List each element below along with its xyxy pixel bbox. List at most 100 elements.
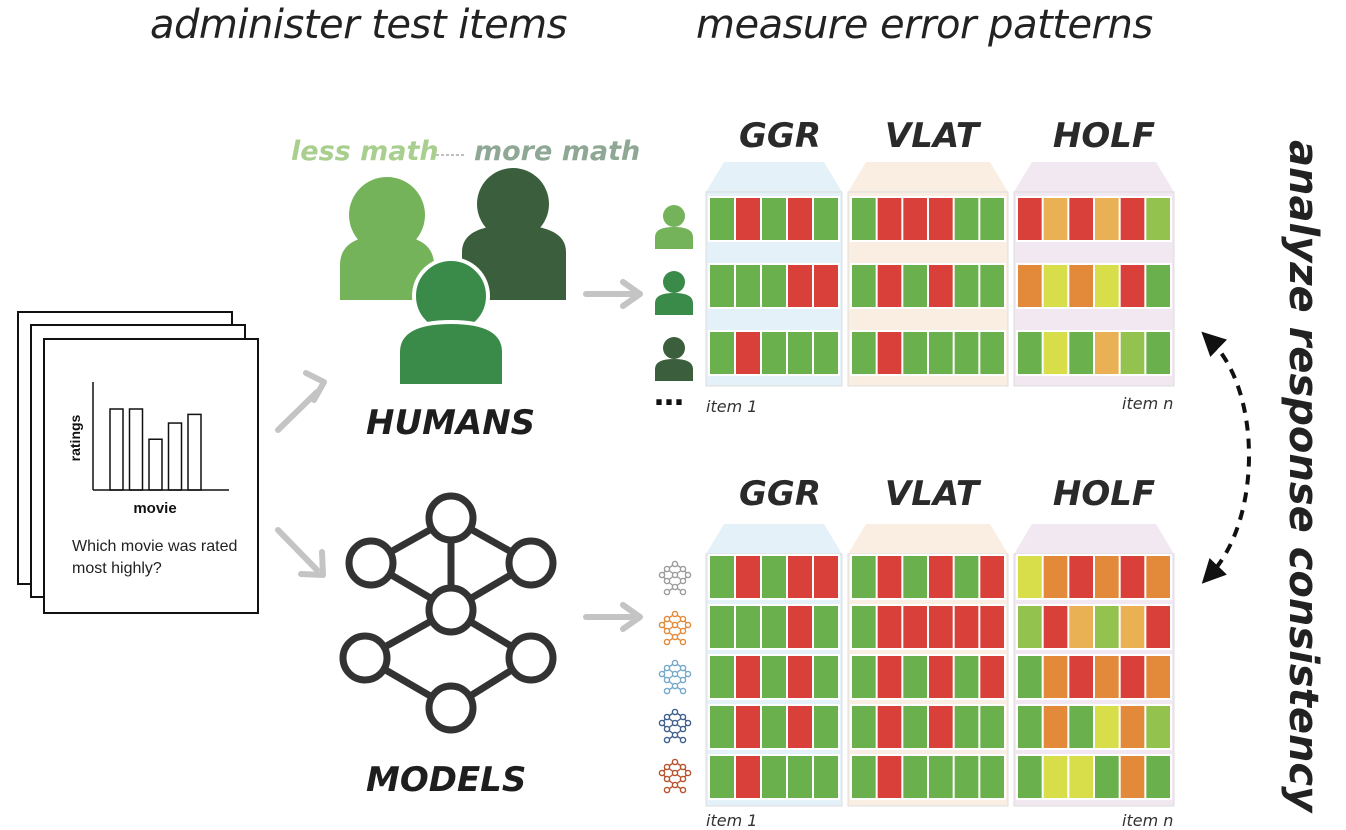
model-cell-vlat: [929, 706, 953, 748]
model-cell-holf: [1120, 556, 1145, 598]
model-row-backing: [850, 654, 1006, 700]
model-cell-ggr: [762, 706, 786, 748]
model-cell-ggr: [814, 606, 838, 648]
human-cell-vlat: [852, 332, 876, 374]
model-cell-vlat: [980, 706, 1004, 748]
human-cell-holf: [1069, 198, 1093, 240]
card-bar: [128, 408, 144, 491]
model-cell-vlat: [852, 656, 876, 698]
human-cell-vlat: [980, 332, 1004, 374]
human-cell-holf: [1018, 265, 1042, 307]
human-cell-vlat: [877, 198, 902, 240]
model-cell-holf: [1146, 756, 1170, 798]
model-cell-vlat: [903, 756, 927, 798]
card-bar: [187, 413, 202, 491]
benchmark-vlat-bottom: VLAT: [884, 474, 980, 514]
model-cell-ggr: [788, 756, 812, 798]
human-cell-holf: [1018, 198, 1042, 240]
model-cell-ggr: [762, 656, 786, 698]
model-cell-holf: [1018, 756, 1042, 798]
flow-arrows: [275, 279, 643, 632]
human-cell-vlat: [929, 332, 953, 374]
human-cell-holf: [1095, 332, 1119, 374]
item-last-top: item n: [1122, 394, 1174, 413]
model-cell-vlat: [877, 656, 902, 698]
human-cell-vlat: [954, 332, 979, 374]
human-row-backing: [1016, 196, 1172, 242]
model-cell-holf: [1043, 756, 1068, 798]
model-cell-holf: [1146, 706, 1170, 748]
model-cell-holf: [1018, 656, 1042, 698]
model-network-icon: [658, 560, 692, 596]
model-cell-holf: [1120, 606, 1145, 648]
model-row-backing: [1016, 704, 1172, 750]
model-cell-ggr: [788, 706, 812, 748]
model-cell-vlat: [929, 656, 953, 698]
model-cell-holf: [1146, 556, 1170, 598]
card-question: Which movie was rated most highly?: [72, 538, 238, 577]
model-cell-vlat: [929, 556, 953, 598]
model-cell-vlat: [877, 706, 902, 748]
arrow-to-humans: [275, 389, 320, 433]
card-bar: [148, 438, 163, 491]
model-cell-vlat: [954, 656, 979, 698]
human-cell-ggr: [762, 332, 786, 374]
model-cell-holf: [1018, 606, 1042, 648]
human-cell-holf: [1146, 198, 1170, 240]
model-cell-vlat: [954, 756, 979, 798]
model-cell-vlat: [954, 606, 979, 648]
human-cell-ggr: [736, 265, 760, 307]
model-cell-vlat: [852, 706, 876, 748]
human-row-backing: [1016, 330, 1172, 376]
model-cell-ggr: [788, 656, 812, 698]
model-cell-holf: [1069, 556, 1093, 598]
model-cell-vlat: [877, 556, 902, 598]
card-bar: [109, 408, 124, 491]
less-math-label: less math: [291, 136, 439, 167]
model-cell-holf: [1043, 556, 1068, 598]
model-row-backing: [1016, 554, 1172, 600]
human-cell-vlat: [954, 198, 979, 240]
row-icons: [655, 205, 693, 794]
model-cell-holf: [1043, 706, 1068, 748]
human-cell-ggr: [788, 265, 812, 307]
model-cell-holf: [1043, 606, 1068, 648]
person-icon: [655, 271, 693, 315]
model-cell-vlat: [903, 656, 927, 698]
model-cell-holf: [1120, 656, 1145, 698]
human-cell-holf: [1095, 265, 1119, 307]
model-cell-ggr: [814, 706, 838, 748]
person-icon: [655, 337, 693, 381]
model-cell-vlat: [980, 606, 1004, 648]
model-row-backing: [850, 554, 1006, 600]
benchmark-vlat-top: VLAT: [884, 116, 980, 156]
models-label: MODELS: [366, 760, 527, 800]
human-cell-holf: [1120, 198, 1145, 240]
human-cell-ggr: [736, 332, 760, 374]
model-network-icon: [658, 659, 692, 695]
model-row-backing: [1016, 654, 1172, 700]
model-panel-header-holf: [1014, 524, 1174, 554]
model-cell-ggr: [788, 556, 812, 598]
human-cell-holf: [1069, 265, 1093, 307]
model-cell-vlat: [903, 556, 927, 598]
model-cell-holf: [1095, 706, 1119, 748]
model-cell-ggr: [788, 606, 812, 648]
human-panel-header-vlat: [848, 162, 1008, 192]
human-row-backing: [850, 330, 1006, 376]
human-cell-vlat: [852, 265, 876, 307]
model-cell-ggr: [710, 606, 734, 648]
neural-network-icon: [339, 492, 557, 734]
benchmark-holf-bottom: HOLF: [1052, 474, 1156, 514]
model-cell-holf: [1095, 756, 1119, 798]
model-row-backing: [1016, 754, 1172, 800]
item-first-bottom: item 1: [706, 811, 758, 830]
human-panel-header-holf: [1014, 162, 1174, 192]
human-cell-holf: [1120, 265, 1145, 307]
model-cell-holf: [1095, 606, 1119, 648]
model-cell-holf: [1146, 606, 1170, 648]
question-card-stack: ratings movie: [17, 311, 259, 614]
human-panel-header-ggr: [706, 162, 842, 192]
human-cell-holf: [1043, 332, 1068, 374]
